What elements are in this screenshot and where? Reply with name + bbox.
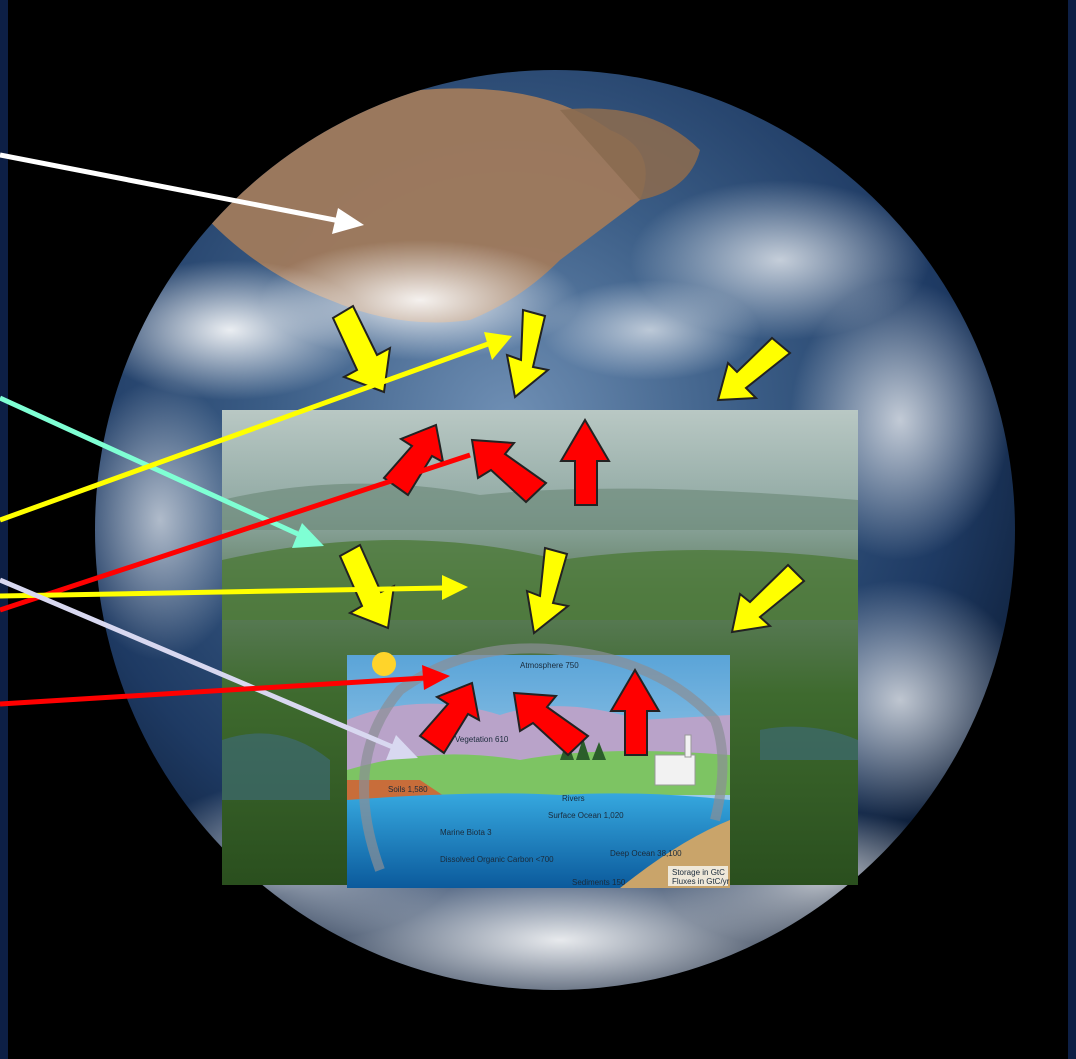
upward-flux-arrows [382, 418, 661, 757]
up-arrow-lower-right [609, 668, 661, 756]
atmosphere-label: Atmosphere 750 [520, 661, 579, 670]
white-pointer-arrow [0, 152, 364, 234]
carbon-cycle-diagram: Atmosphere 750 Vegetation 610 Soils 1,58… [347, 643, 730, 888]
downward-flux-arrows [331, 304, 806, 635]
rivers-label: Rivers [562, 794, 585, 803]
deep-ocean-label: Deep Ocean 38,100 [610, 849, 682, 858]
down-arrow-top-left [331, 304, 392, 394]
up-arrow-lower-left [418, 681, 481, 755]
down-arrow-top-center [505, 308, 551, 399]
yellow-pointer-arrow-lower [0, 575, 468, 600]
lavender-pointer-arrow [0, 577, 418, 760]
down-arrow-mid-left [338, 543, 396, 630]
legend-box [668, 866, 728, 886]
red-pointer-arrow-lower [0, 665, 450, 707]
vegetation-label: Vegetation 610 [455, 735, 509, 744]
legend-fluxes: Fluxes in GtC/yr [672, 877, 730, 886]
down-arrow-mid-center [525, 546, 571, 635]
sediments-label: Sediments 150 [572, 878, 626, 887]
legend-storage: Storage in GtC [672, 868, 725, 877]
frame-right-edge [1068, 0, 1076, 1059]
marine-biota-label: Marine Biota 3 [440, 828, 492, 837]
surface-ocean-label: Surface Ocean 1,020 [548, 811, 624, 820]
up-arrow-upper-center [470, 438, 548, 504]
up-arrow-upper-right [559, 418, 611, 506]
red-pointer-arrow-upper [0, 452, 471, 613]
pointer-arrows [0, 152, 512, 760]
down-arrow-top-right [716, 336, 792, 402]
frame-left-edge [0, 0, 8, 1059]
up-arrow-lower-center [512, 691, 590, 757]
dissolved-organic-carbon-label: Dissolved Organic Carbon <700 [440, 855, 554, 864]
yellow-pointer-arrow-upper [0, 332, 512, 523]
down-arrow-mid-right [730, 563, 806, 634]
soils-label: Soils 1,580 [388, 785, 428, 794]
